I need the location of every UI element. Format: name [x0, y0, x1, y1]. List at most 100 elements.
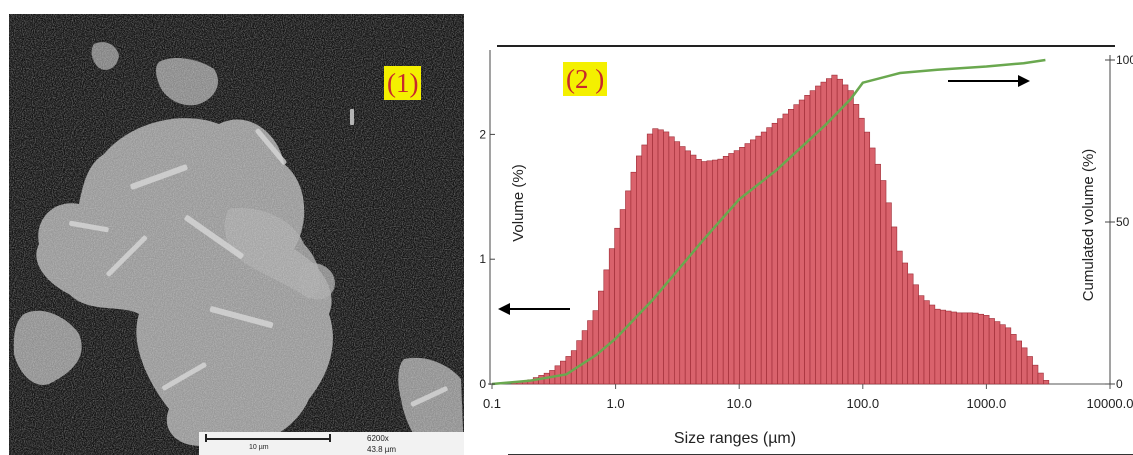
histogram-bar [560, 360, 567, 385]
histogram-bar [1010, 334, 1017, 385]
histogram-bar [712, 159, 719, 385]
scale-bar-box: 10 µm 6200x 43.8 µm [199, 432, 464, 455]
histogram-bar [587, 320, 594, 385]
histogram-bar [690, 154, 697, 385]
histogram-bar [923, 300, 930, 385]
sem-micrograph-panel: (1) 10 µm 6200x 43.8 µm [9, 14, 464, 455]
histogram-bar [853, 104, 860, 385]
histogram-bar [1032, 364, 1039, 385]
histogram-bar [874, 163, 881, 385]
scale-bar-tick-right [329, 434, 331, 442]
histogram-bar [836, 78, 843, 385]
histogram-bar [929, 304, 936, 385]
histogram-bar [598, 290, 605, 385]
left-axis-arrowhead [498, 303, 510, 315]
magnification-label: 6200x [367, 434, 389, 443]
histogram-bar [956, 312, 963, 385]
histogram-bar [939, 309, 947, 385]
x-tick-label: 10.0 [727, 396, 752, 411]
scale-bar-label: 10 µm [249, 444, 269, 451]
histogram-bar [788, 109, 795, 385]
x-tick-label: 1000.0 [967, 396, 1007, 411]
histogram-bar [1043, 380, 1050, 385]
histogram-bar [945, 310, 952, 385]
histogram-bar [766, 127, 773, 385]
y-tick-label-right: 0 [1116, 377, 1123, 391]
histogram-bar [967, 312, 974, 385]
histogram-bar [858, 117, 865, 385]
histogram-bar [1021, 347, 1028, 385]
histogram-bar [934, 308, 941, 385]
histogram-bar [880, 180, 887, 385]
x-tick-label: 0.1 [483, 396, 501, 411]
histogram-bar [695, 159, 702, 385]
histogram-bar [701, 161, 708, 385]
histogram-bar [619, 209, 626, 385]
histogram-bar [668, 136, 675, 385]
histogram-bar [630, 171, 637, 385]
histogram-bar [869, 147, 876, 385]
histogram-bar [652, 128, 659, 385]
histogram-bar [733, 150, 740, 385]
histogram-bar [885, 202, 892, 385]
histogram-bar [901, 262, 909, 385]
panel-label-2: (2 ) [563, 62, 608, 96]
size-distribution-chart: 0.1 1.0 10.0 100.0 1000.0 10000.0 012 050100 … [479, 45, 1133, 455]
histogram-bar [663, 131, 670, 385]
right-axis-arrowhead [1018, 75, 1030, 87]
histogram-bar [988, 318, 995, 385]
field-width-label: 43.8 µm [367, 445, 397, 454]
y-tick-label-right: 100 [1116, 53, 1133, 67]
histogram-bar [760, 131, 767, 385]
histogram-bar [983, 315, 990, 385]
histogram-bar [728, 153, 735, 385]
x-tick-label: 10000.0 [1087, 396, 1133, 411]
histogram-bar [755, 135, 762, 385]
histogram-bar [1037, 372, 1044, 385]
histogram-bar [744, 143, 751, 385]
histogram-bar [641, 144, 648, 385]
histogram-bar [847, 90, 854, 385]
y-tick-label-right: 50 [1116, 215, 1130, 229]
histogram-bar [771, 122, 778, 385]
histogram-bar [636, 155, 643, 385]
histogram-bar [842, 84, 849, 385]
histogram-bar [657, 129, 664, 385]
histogram-bar [831, 74, 838, 385]
histogram-bar [912, 284, 919, 385]
histogram-bar [977, 313, 985, 385]
histogram-bar [608, 248, 615, 385]
histogram-bar [907, 273, 914, 385]
y-tick-label-left: 0 [479, 377, 486, 391]
histogram-bar [999, 324, 1006, 385]
histogram-bar [798, 99, 805, 385]
histogram-bar [614, 227, 621, 385]
histogram-bar [706, 160, 713, 385]
x-axis-label: Size ranges (µm) [674, 430, 796, 447]
histogram-bar [646, 133, 653, 385]
histogram-bar [750, 139, 757, 385]
y-axis-left-label: Volume (%) [510, 164, 527, 242]
histogram-bar [674, 141, 681, 385]
histogram-bar [603, 269, 610, 385]
histogram-bar [684, 150, 691, 385]
histogram-bar [717, 158, 724, 385]
histogram-bar [782, 113, 789, 385]
y-axis-right-label: Cumulated volume (%) [1080, 149, 1097, 302]
x-tick-label: 1.0 [607, 396, 625, 411]
histogram-bar [994, 321, 1001, 385]
histogram-bar [961, 312, 968, 385]
histogram-bar [777, 118, 784, 385]
histogram-bar [918, 295, 925, 385]
histogram-bar [950, 311, 957, 385]
histogram-bar [1005, 327, 1012, 385]
cumulative-volume-line [491, 58, 1046, 386]
histogram-bar [896, 250, 903, 385]
histogram-bar [581, 330, 588, 385]
histogram-bar [625, 190, 632, 385]
histogram-bar [891, 226, 898, 385]
x-tick-label: 100.0 [847, 396, 880, 411]
histogram-bar [739, 147, 746, 385]
histogram-bar [1026, 356, 1033, 385]
